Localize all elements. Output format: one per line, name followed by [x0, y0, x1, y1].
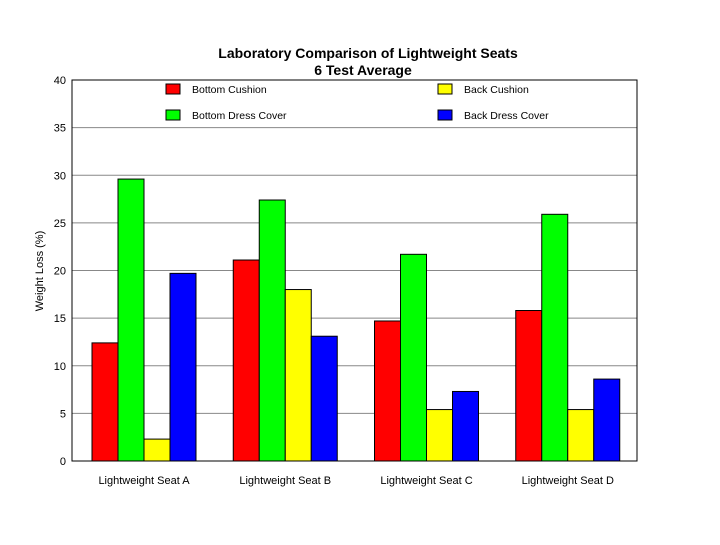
- y-tick-label: 30: [54, 170, 66, 182]
- bar-back-cushion-0: [143, 438, 171, 462]
- bar-back-dress-cover-2: [452, 390, 479, 462]
- bar-back-cushion-3: [567, 409, 595, 462]
- bar-back-cushion-1: [284, 289, 312, 462]
- bar-bottom-cushion-0: [91, 342, 119, 462]
- gridlines: [72, 127, 637, 414]
- legend-swatch: [437, 109, 453, 121]
- bar-back-dress-cover-3: [593, 378, 621, 462]
- legend-swatch: [165, 109, 181, 121]
- bars: [91, 178, 621, 462]
- y-tick-label: 40: [54, 75, 66, 87]
- bar-bottom-dress-cover-1: [258, 199, 286, 462]
- bar-bottom-cushion-1: [232, 259, 260, 462]
- plot-area-frame: [71, 79, 638, 462]
- y-axis-ticks: 0 5 10 15 20 25 30 35 40: [54, 75, 66, 468]
- bar-bottom-cushion-3: [515, 310, 543, 462]
- bar-bottom-cushion-2: [374, 320, 401, 462]
- legend-label: Back Dress Cover: [464, 110, 549, 122]
- chart-title: Laboratory Comparison of Lightweight Sea…: [218, 45, 518, 61]
- x-category-label: Lightweight Seat C: [380, 475, 472, 487]
- y-tick-label: 10: [54, 361, 66, 373]
- bar-bottom-dress-cover-0: [117, 178, 145, 462]
- x-category-label: Lightweight Seat D: [522, 475, 614, 487]
- y-tick-label: 25: [54, 218, 66, 230]
- y-tick-label: 35: [54, 123, 66, 135]
- legend-label: Bottom Cushion: [192, 84, 267, 96]
- y-tick-label: 15: [54, 313, 66, 325]
- legend-label: Back Cushion: [464, 84, 529, 96]
- x-category-label: Lightweight Seat A: [98, 475, 190, 487]
- x-axis-categories: Lightweight Seat A Lightweight Seat B Ligh…: [98, 475, 614, 487]
- x-category-label: Lightweight Seat B: [239, 475, 331, 487]
- legend: Bottom Cushion Back Cushion Bottom Dress C…: [165, 83, 549, 122]
- bar-bottom-dress-cover-3: [541, 213, 569, 462]
- bar-bottom-dress-cover-2: [400, 253, 427, 462]
- legend-swatch: [165, 83, 181, 95]
- bar-back-cushion-2: [426, 409, 453, 462]
- legend-label: Bottom Dress Cover: [192, 110, 287, 122]
- y-tick-label: 0: [60, 456, 66, 468]
- chart-subtitle: 6 Test Average: [314, 62, 412, 78]
- y-tick-label: 20: [54, 266, 66, 278]
- bar-back-dress-cover-1: [310, 335, 338, 462]
- y-tick-label: 5: [60, 408, 66, 420]
- y-axis-label: Weight Loss (%): [34, 231, 46, 312]
- legend-swatch: [437, 83, 453, 95]
- bar-back-dress-cover-0: [169, 272, 197, 462]
